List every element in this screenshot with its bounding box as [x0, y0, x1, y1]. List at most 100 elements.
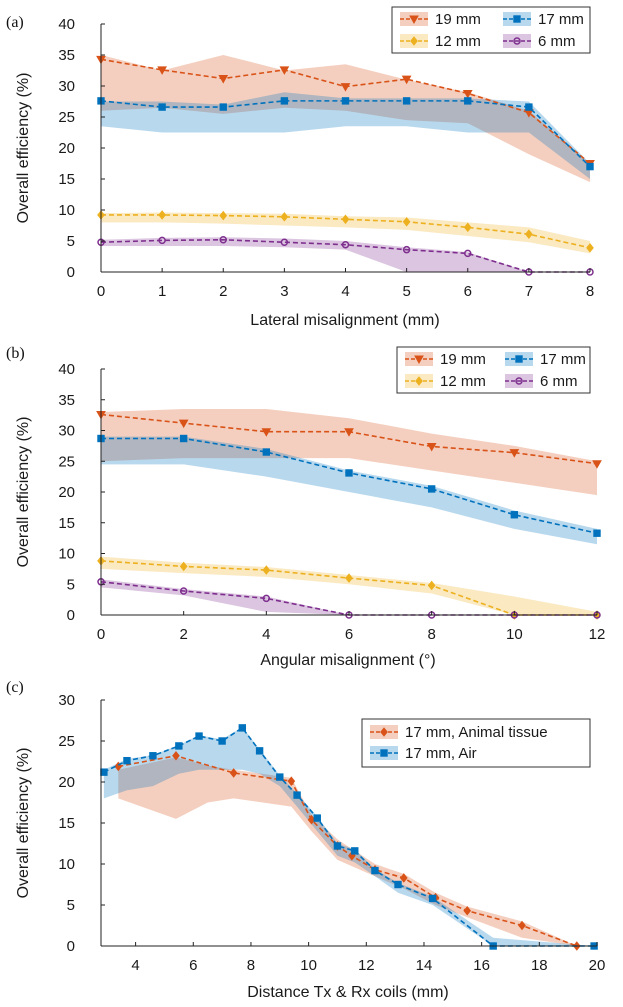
- x-tick-label: 6: [345, 626, 353, 643]
- data-point: [402, 216, 411, 227]
- data-point: [586, 243, 594, 253]
- data-point: [172, 750, 180, 761]
- data-point: [509, 449, 520, 458]
- data-point: [179, 587, 188, 595]
- chart-panel-1: (a) 0 5 10 15 20 25 30 35 40 0 1 2 3 4 5 6 7 8 Lateral misa…: [6, 6, 595, 329]
- data-point: [313, 814, 321, 822]
- legend-marker: [380, 749, 388, 757]
- data-point: [149, 752, 157, 760]
- y-tick-label: 0: [67, 607, 75, 624]
- x-tick-label: 8: [586, 283, 594, 300]
- x-axis-label: Distance Tx & Rx coils (mm): [247, 984, 449, 1001]
- data-point: [333, 842, 342, 850]
- data-point: [114, 761, 123, 772]
- legend-marker: [409, 15, 419, 25]
- data-point: [175, 742, 183, 750]
- legend-marker: [380, 727, 388, 737]
- data-point: [525, 103, 533, 111]
- legend-label: 19 mm: [440, 351, 486, 368]
- x-tick-label: 8: [427, 626, 435, 643]
- band-19-mm: [101, 408, 597, 496]
- data-point: [218, 737, 226, 745]
- legend-label: 19 mm: [435, 11, 481, 28]
- panel-label: (a): [6, 14, 24, 31]
- data-point: [219, 103, 227, 111]
- x-tick-label: 20: [589, 957, 606, 974]
- y-tick-label: 5: [67, 576, 75, 593]
- y-tick-label: 20: [58, 484, 75, 501]
- data-point: [345, 469, 353, 477]
- data-point: [351, 847, 359, 855]
- data-point: [518, 920, 526, 931]
- data-point: [593, 529, 601, 537]
- legend-label: 12 mm: [435, 33, 481, 50]
- x-tick-label: 5: [402, 283, 410, 300]
- x-tick-label: 3: [280, 283, 288, 300]
- data-point: [280, 97, 289, 105]
- legend-box: [391, 6, 591, 54]
- legend-label: 12 mm: [440, 373, 486, 390]
- x-tick-label: 4: [131, 957, 139, 974]
- data-point: [262, 448, 271, 456]
- data-point: [262, 594, 271, 603]
- data-point: [293, 791, 301, 799]
- data-point: [341, 240, 350, 249]
- legend-label: 6 mm: [540, 373, 578, 390]
- data-point: [280, 238, 289, 246]
- x-axis-label: Angular misalignment (°): [260, 652, 435, 669]
- legend-entry-17-mm: 17 mm: [505, 351, 586, 368]
- legend-marker: [513, 37, 521, 45]
- data-point: [262, 565, 271, 575]
- bands: [103, 727, 595, 946]
- data-point: [261, 428, 272, 437]
- x-tick-label: 12: [589, 626, 606, 643]
- data-point: [100, 768, 108, 776]
- legend-entry-19-mm: 19 mm: [400, 11, 481, 28]
- series-19-mm: [96, 411, 602, 469]
- y-axis-label: Overall efficiency (%): [15, 73, 32, 224]
- series-line: [100, 238, 590, 273]
- legend-marker: [513, 15, 521, 23]
- x-axis-label: Lateral misalignment (mm): [250, 312, 439, 329]
- legend-marker: [415, 376, 423, 386]
- legend-label: 6 mm: [538, 33, 576, 50]
- y-tick-label: 30: [58, 78, 75, 95]
- legend-box: [396, 346, 591, 394]
- bands: [101, 408, 597, 615]
- series-17-mm: [97, 434, 601, 537]
- x-tick-label: 2: [179, 626, 187, 643]
- data-point: [426, 442, 437, 452]
- data-point: [158, 210, 166, 220]
- y-tick-label: 25: [58, 733, 75, 750]
- band-17-mm: [101, 92, 590, 179]
- x-tick-label: 6: [464, 283, 472, 300]
- y-tick-label: 10: [58, 856, 75, 873]
- x-tick-label: 7: [525, 283, 533, 300]
- y-tick-label: 0: [67, 264, 75, 281]
- panel-label: (c): [6, 679, 24, 696]
- data-point: [218, 75, 229, 84]
- data-point: [279, 66, 290, 75]
- data-point: [287, 776, 296, 786]
- x-tick-label: 0: [97, 626, 105, 643]
- y-tick-label: 15: [58, 171, 75, 188]
- legend-entry-17-mm: 17 mm: [503, 11, 584, 28]
- legend-marker: [515, 355, 523, 363]
- data-point: [427, 580, 436, 591]
- y-tick-label: 10: [58, 546, 75, 563]
- data-point: [462, 89, 473, 99]
- series-19-mm: [96, 55, 595, 169]
- data-point: [123, 756, 131, 765]
- data-point: [463, 905, 472, 916]
- y-tick-label: 30: [58, 692, 75, 709]
- y-tick-label: 40: [58, 16, 75, 33]
- data-point: [280, 212, 289, 222]
- data-point: [219, 210, 228, 221]
- data-point: [158, 103, 166, 111]
- y-axis-label: Overall efficiency (%): [15, 748, 32, 899]
- data-point: [179, 561, 188, 572]
- data-point: [464, 97, 472, 105]
- legend-entry-19-mm: 19 mm: [405, 351, 486, 368]
- x-tick-label: 18: [531, 957, 548, 974]
